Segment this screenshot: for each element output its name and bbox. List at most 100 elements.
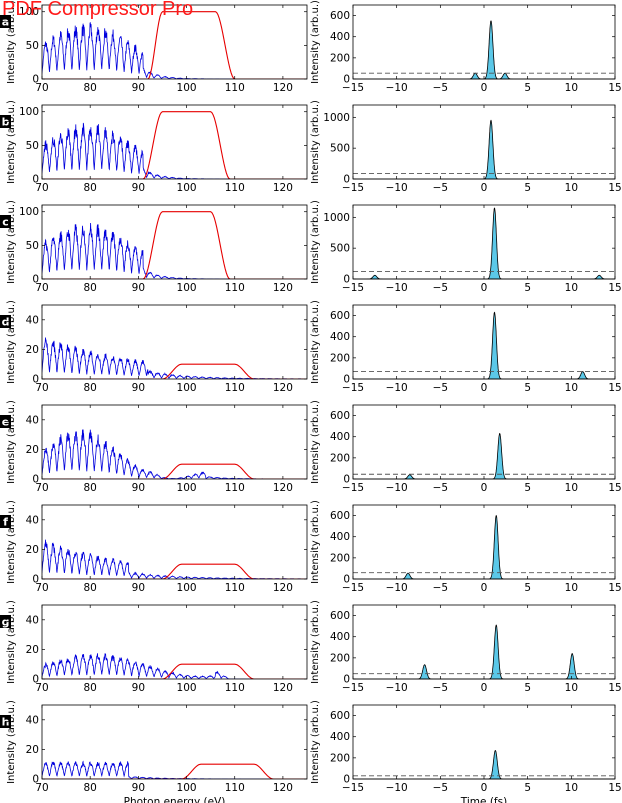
panel-label-box [0,215,11,228]
y-tick-label: 100 [19,106,39,118]
x-tick-label: −10 [386,382,408,394]
x-tick-label: −15 [342,382,364,394]
y-tick-label: 0 [343,74,350,86]
spectrum-panel [41,704,308,780]
y-tick-label: 1000 [323,212,350,224]
x-tick-label: −15 [342,482,364,494]
y-tick-label: 0 [343,674,350,686]
x-tick-label: −5 [433,82,448,94]
y-tick-label: 0 [32,574,39,586]
pulse-peak [488,624,504,679]
y-axis-label: Intensity (arb.u.) [310,700,321,784]
x-tick-label: 80 [83,582,96,594]
pulse-panel [352,504,616,580]
pulse-peak [591,274,607,279]
x-tick-label: 120 [273,382,293,394]
filter-curve [42,463,307,479]
spectrum-panel [41,4,308,80]
x-tick-label: −10 [386,582,408,594]
panel-label-box [0,415,11,428]
x-tick-label: 15 [608,282,621,294]
filter-curve [42,563,307,579]
pulse-peak [483,20,499,79]
y-axis-label: Intensity (arb.u.) [6,700,17,784]
pulse-panel [352,604,616,680]
x-tick-label: 15 [608,82,621,94]
y-tick-label: 40 [26,714,39,726]
y-tick-label: 0 [32,774,39,786]
y-tick-label: 0 [343,274,350,286]
x-tick-label: 70 [35,282,48,294]
x-tick-label: 100 [177,582,197,594]
spectrum-frame [41,104,308,180]
x-tick-label: −5 [433,782,448,794]
y-tick-label: 0 [32,674,39,686]
x-tick-label: 15 [608,782,621,794]
x-tick-label: 0 [481,282,488,294]
pulse-peak [367,274,383,279]
y-tick-label: 400 [330,531,350,543]
y-tick-label: 200 [330,52,350,64]
y-tick-label: 200 [330,752,350,764]
x-tick-label: 70 [35,682,48,694]
y-axis-label: Intensity (arb.u.) [6,0,17,84]
y-tick-label: 0 [32,74,39,86]
x-tick-label: 120 [273,782,293,794]
spectrum-frame [41,4,308,80]
spectrum-panel [41,204,308,280]
pulse-frame [352,304,616,380]
x-tick-label: 0 [481,82,488,94]
spectrum-trace [42,337,307,379]
x-tick-label: 110 [225,682,245,694]
x-tick-label: −10 [386,482,408,494]
pulse-panel [352,304,616,380]
x-tick-label: 120 [273,482,293,494]
y-tick-label: 600 [330,310,350,322]
x-tick-label: 90 [132,282,145,294]
filter-curve [42,111,307,179]
x-tick-label: 120 [273,282,293,294]
x-tick-label: 90 [132,782,145,794]
x-tick-label: −5 [433,182,448,194]
x-tick-label: 10 [565,82,578,94]
y-tick-label: 400 [330,331,350,343]
pulse-frame [352,204,616,280]
filter-curve [42,11,307,79]
x-tick-label: 5 [524,382,531,394]
x-tick-label: 90 [132,582,145,594]
y-tick-label: 20 [26,344,39,356]
x-tick-label: 90 [132,182,145,194]
spectrum-frame [41,404,308,480]
x-tick-label: 15 [608,382,621,394]
pulse-frame [352,104,616,180]
spectrum-panel [41,404,308,480]
spectrum-trace [42,222,307,279]
x-tick-label: −15 [342,582,364,594]
pulse-peak [402,474,418,479]
y-tick-label: 0 [343,174,350,186]
x-tick-label: 70 [35,82,48,94]
spectrum-frame [41,504,308,580]
x-tick-label: 110 [225,582,245,594]
x-tick-label: −5 [433,382,448,394]
y-tick-label: 600 [330,710,350,722]
y-tick-label: 0 [343,574,350,586]
x-tick-label: −5 [433,682,448,694]
y-tick-label: 200 [330,652,350,664]
x-axis-label: Time (fs) [460,796,507,803]
x-tick-label: 5 [524,82,531,94]
y-tick-label: 50 [26,240,39,252]
x-tick-label: −15 [342,682,364,694]
x-tick-label: 90 [132,682,145,694]
y-axis-label: Intensity (arb.u.) [310,300,321,384]
y-tick-label: 100 [19,206,39,218]
x-tick-label: 5 [524,282,531,294]
panel-label-box [0,315,11,328]
y-tick-label: 20 [26,544,39,556]
x-tick-label: 70 [35,782,48,794]
pulse-frame [352,404,616,480]
panel-label: b [2,116,10,129]
pulse-peak [488,514,504,579]
x-tick-label: 90 [132,82,145,94]
x-tick-label: 120 [273,682,293,694]
